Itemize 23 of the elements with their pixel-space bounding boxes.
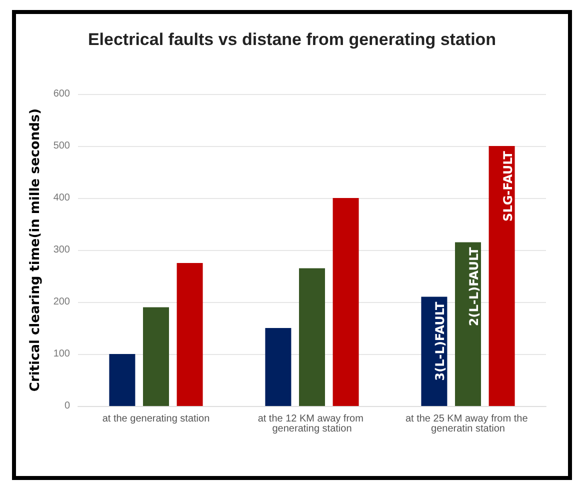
y-tick-label: 400: [53, 192, 70, 204]
y-tick-label: 300: [53, 244, 70, 256]
series-label: 3(L-L)FAULT: [433, 300, 448, 381]
y-tick-label: 600: [53, 88, 70, 100]
bar: [143, 307, 169, 406]
bar: [265, 328, 292, 406]
bar: [488, 146, 515, 406]
y-tick-label: 500: [53, 140, 70, 152]
bar: [332, 198, 359, 406]
y-axis-title: Critical clearing time(in mille seconds): [28, 108, 43, 392]
bar: [455, 242, 481, 406]
y-tick-label: 200: [53, 296, 70, 308]
bar: [299, 268, 325, 406]
y-tick-label: 100: [53, 348, 70, 360]
chart-title: Electrical faults vs distane from generating station: [88, 30, 496, 49]
x-tick-label: at the 12 KM away from generating station: [258, 414, 366, 434]
bar: [176, 263, 203, 406]
series-label: 2(L-L)FAULT: [467, 246, 481, 326]
x-tick-label: at the 25 KM away from the generatin station: [405, 414, 531, 434]
bar: [109, 354, 136, 406]
y-tick-label: 0: [64, 400, 70, 412]
series-label: SLG-FAULT: [500, 150, 515, 222]
x-tick-label: at the generating station: [102, 414, 210, 424]
